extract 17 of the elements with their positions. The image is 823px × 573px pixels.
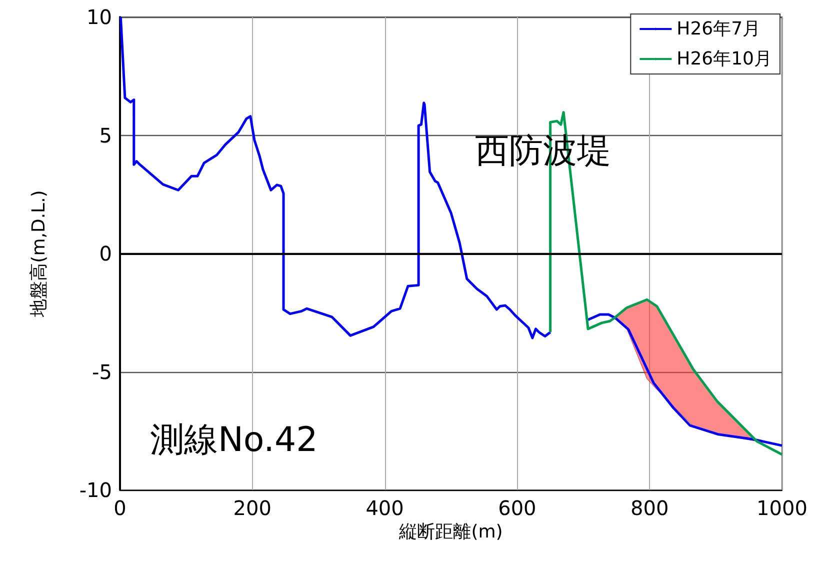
x-tick-label: 800 — [630, 496, 669, 520]
x-axis-title: 縦断距離(m) — [398, 521, 503, 542]
y-tick-label: 5 — [99, 123, 112, 148]
x-tick-label: 400 — [366, 496, 404, 520]
legend-label: H26年7月 — [676, 18, 761, 40]
line-series — [586, 313, 784, 447]
y-tick-label: -10 — [79, 478, 112, 502]
legend-label: H26年10月 — [676, 48, 772, 70]
y-tick-label: 10 — [86, 5, 112, 29]
y-axis-title: 地盤高(m,D.L.) — [28, 190, 50, 318]
annotation: 測線No.42 — [150, 420, 318, 460]
x-tick-label: 200 — [233, 496, 272, 520]
x-tick-label: 0 — [114, 496, 126, 520]
x-tick-label: 1000 — [756, 496, 808, 520]
y-tick-label: -5 — [92, 360, 112, 384]
x-tick-label: 600 — [498, 496, 536, 520]
y-tick-label: 0 — [99, 242, 112, 266]
